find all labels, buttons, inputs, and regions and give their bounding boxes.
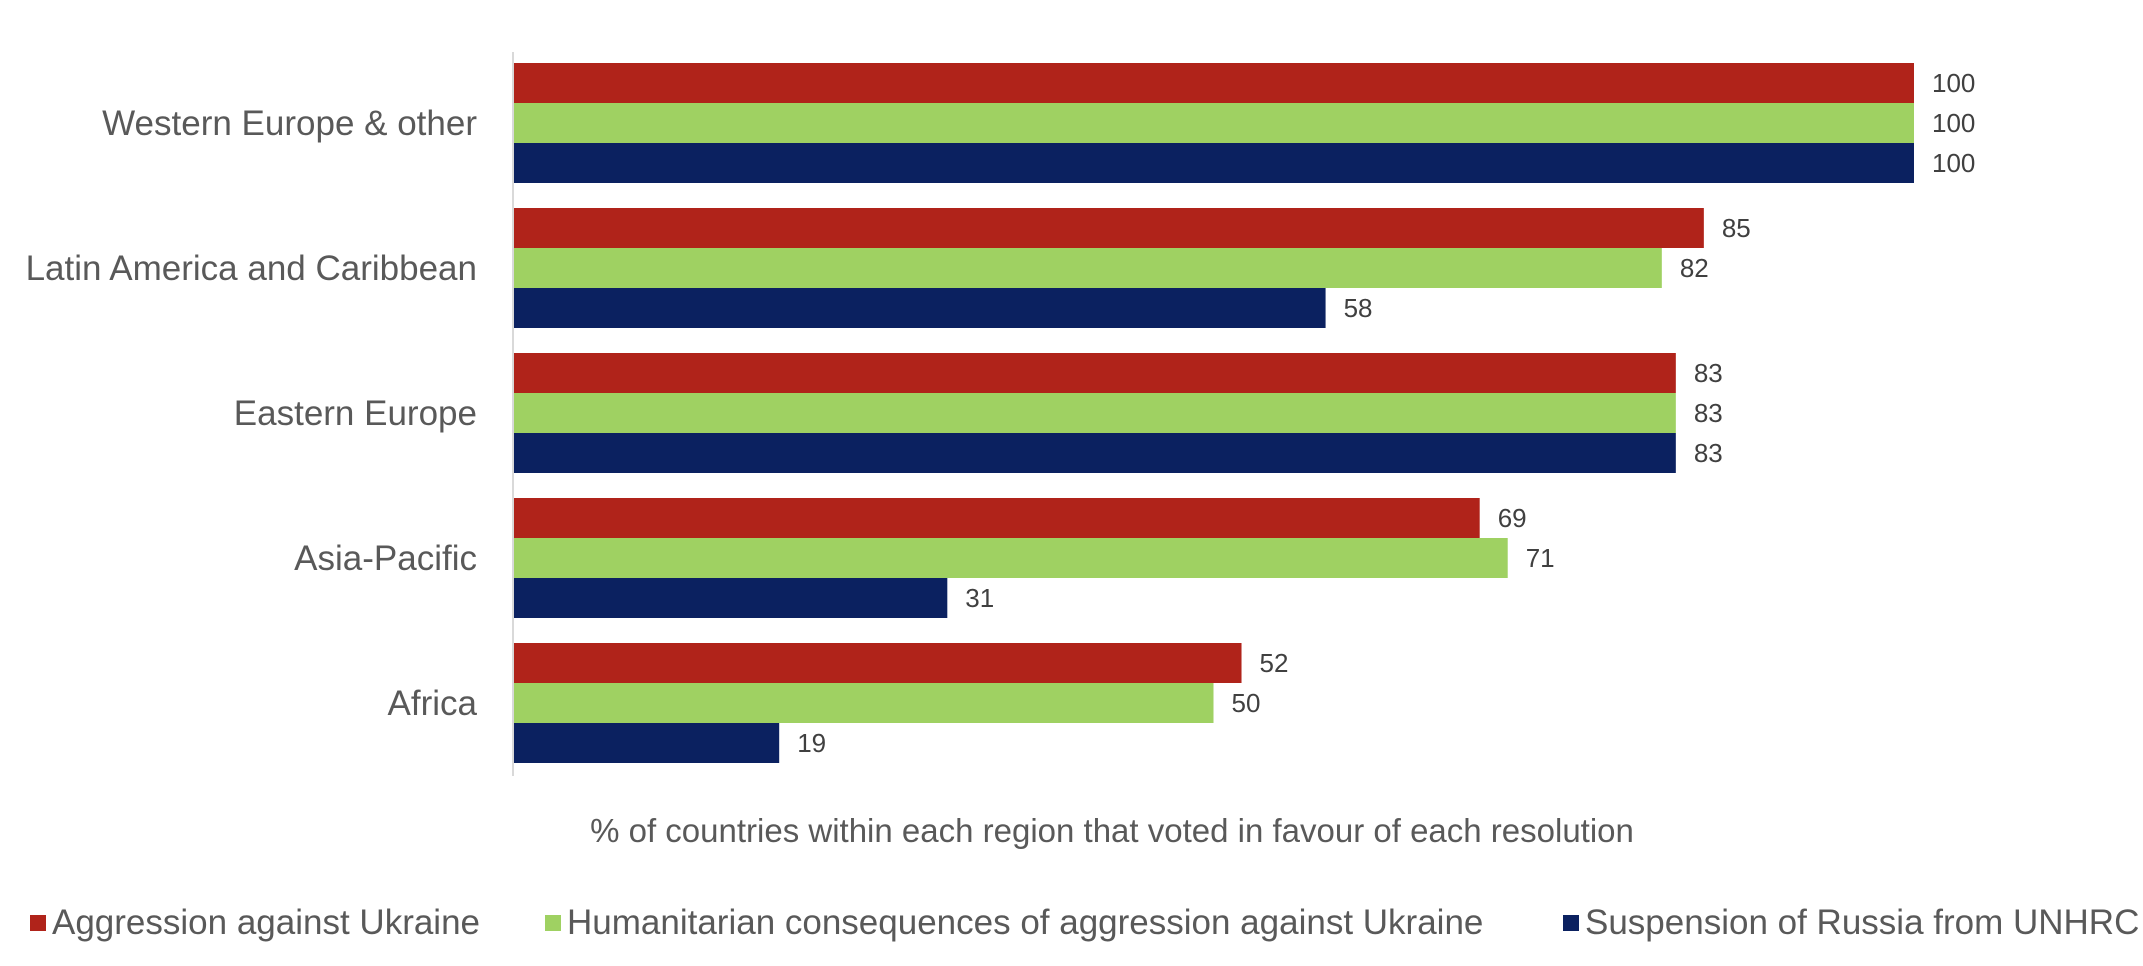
bar-western-europe-other-series-1 [513,63,1914,103]
legend-item-humanitarian: Humanitarian consequences of aggression … [545,898,1563,948]
bar-chart: Western Europe & other Latin America and … [26,52,1975,849]
legend-label-suspension: Suspension of Russia from UNHRC [1585,903,2140,942]
value-label-asia-pacific-series-3: 31 [965,583,994,613]
legend-swatch-suspension [1563,915,1579,931]
bar-africa-series-2 [513,683,1214,723]
legend-item-suspension: Suspension of Russia from UNHRC [1563,898,2139,948]
bar-latin-america-and-caribbean-series-3 [513,288,1326,328]
value-label-latin-america-and-caribbean-series-3: 58 [1344,293,1373,323]
legend-item-aggression: Aggression against Ukraine [30,898,545,948]
bar-africa-series-1 [513,643,1242,683]
bar-eastern-europe-series-3 [513,433,1676,473]
bar-asia-pacific-series-2 [513,538,1508,578]
value-label-africa-series-1: 52 [1260,648,1289,678]
value-label-africa-series-3: 19 [797,728,826,758]
bar-latin-america-and-caribbean-series-2 [513,248,1662,288]
bar-africa-series-3 [513,723,780,763]
bar-western-europe-other-series-2 [513,103,1914,143]
value-label-eastern-europe-series-2: 83 [1694,398,1723,428]
category-label-latin-america-and-caribbean: Latin America and Caribbean [26,249,477,288]
value-label-western-europe-other-series-1: 100 [1932,68,1975,98]
x-axis-title: % of countries within each region that v… [590,812,1634,849]
category-labels: Western Europe & other Latin America and … [26,104,478,723]
category-label-western-europe-other: Western Europe & other [102,104,477,143]
value-label-latin-america-and-caribbean-series-1: 85 [1722,213,1751,243]
value-label-latin-america-and-caribbean-series-2: 82 [1680,253,1709,283]
value-label-asia-pacific-series-1: 69 [1498,503,1527,533]
category-label-asia-pacific: Asia-Pacific [294,539,477,578]
legend-label-aggression: Aggression against Ukraine [52,903,481,942]
value-label-western-europe-other-series-2: 100 [1932,108,1975,138]
bars-group [513,63,1914,763]
value-label-asia-pacific-series-2: 71 [1526,543,1555,573]
value-label-western-europe-other-series-3: 100 [1932,148,1975,178]
bar-asia-pacific-series-1 [513,498,1480,538]
value-labels: 100 100 100 85 82 58 83 83 83 69 71 31 52 50 19 [797,68,1975,758]
bar-latin-america-and-caribbean-series-1 [513,208,1704,248]
legend-swatch-aggression [30,915,46,931]
legend-label-humanitarian: Humanitarian consequences of aggression … [567,903,1484,942]
value-label-eastern-europe-series-1: 83 [1694,358,1723,388]
bar-asia-pacific-series-3 [513,578,948,618]
category-label-africa: Africa [388,684,478,723]
legend: Aggression against Ukraine Humanitarian … [30,897,2140,949]
bar-eastern-europe-series-1 [513,353,1676,393]
value-label-africa-series-2: 50 [1232,688,1261,718]
bar-western-europe-other-series-3 [513,143,1914,183]
legend-swatch-humanitarian [545,915,561,931]
value-label-eastern-europe-series-3: 83 [1694,438,1723,468]
category-label-eastern-europe: Eastern Europe [234,394,477,433]
bar-eastern-europe-series-2 [513,393,1676,433]
